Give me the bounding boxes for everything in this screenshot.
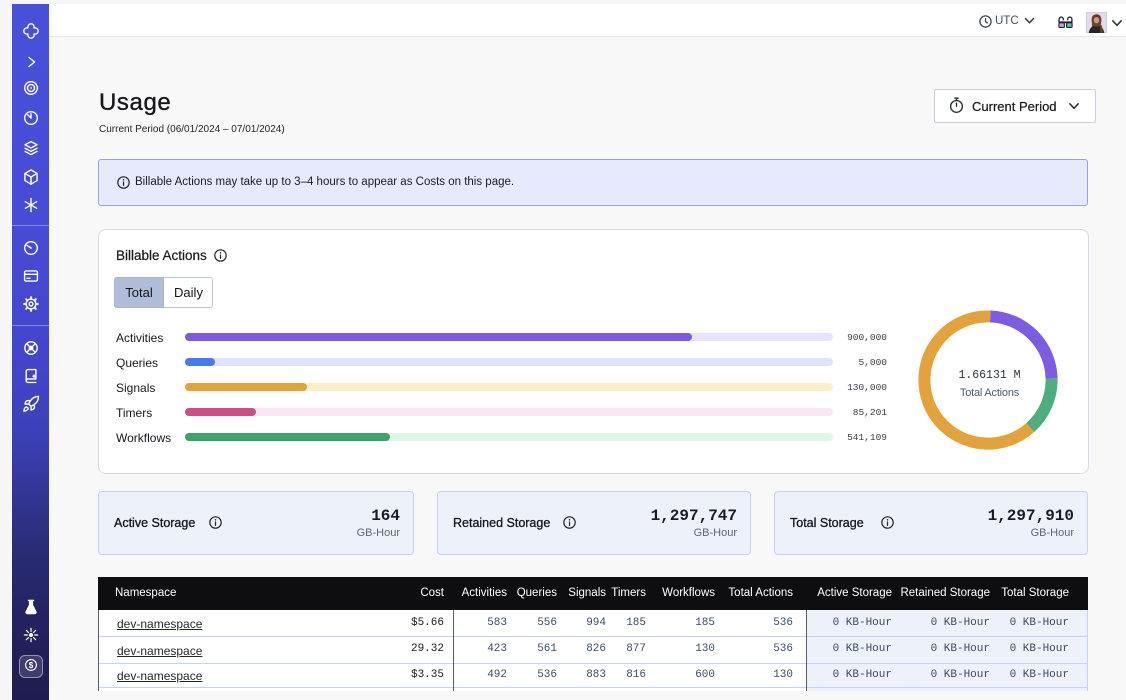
svg-text:$: $ <box>29 661 34 670</box>
